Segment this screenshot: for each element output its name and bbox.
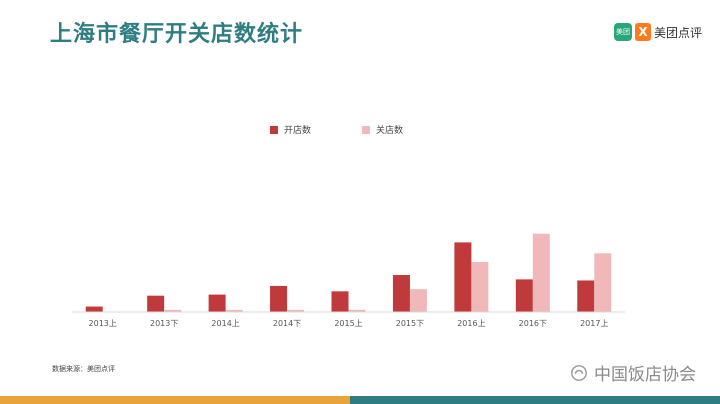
brand-name: 美团点评 (653, 25, 702, 40)
bar-open-1 (147, 295, 165, 312)
bar-close-2 (225, 309, 243, 312)
bar-open-4 (331, 291, 349, 312)
bar-close-1 (164, 309, 182, 312)
bar-open-0 (85, 306, 103, 312)
x-tick-label: 2015上 (334, 319, 362, 328)
bars-group (85, 233, 612, 313)
bar-open-7 (515, 279, 533, 312)
legend-swatch-0 (270, 126, 278, 134)
legend-label-0: 开店数 (284, 124, 311, 136)
bar-open-3 (270, 285, 288, 312)
source-note: 数据来源：美团点评 (52, 365, 115, 373)
bar-close-5 (409, 289, 427, 312)
dianping-logo-icon: X (634, 23, 651, 41)
bar-open-6 (454, 242, 472, 312)
legend-label-1: 关店数 (376, 124, 403, 136)
x-tick-label: 2013下 (150, 319, 178, 328)
bar-close-4 (348, 309, 366, 312)
x-tick-label: 2014下 (273, 319, 301, 328)
x-tick-label: 2017上 (580, 319, 608, 328)
watermark-text: 中国饭店协会 (594, 365, 696, 385)
bottom-accent-bar (0, 396, 720, 404)
bar-close-6 (471, 261, 489, 312)
bar-close-3 (287, 309, 305, 312)
bottom-bar-left (0, 396, 350, 404)
meituan-logo-icon: 美团 (613, 23, 632, 41)
x-tick-label: 2016下 (519, 319, 547, 328)
bar-open-2 (208, 294, 226, 312)
x-tick-label: 2014上 (211, 319, 239, 328)
bar-close-8 (594, 253, 612, 312)
legend-swatch-1 (362, 126, 370, 134)
bar-close-7 (532, 233, 550, 312)
watermark: 中国饭店协会 (570, 360, 696, 385)
chart-title: 上海市餐厅开关店数统计 (50, 22, 304, 47)
x-tick-label: 2016上 (457, 319, 485, 328)
bar-open-5 (392, 275, 410, 312)
x-tick-label: 2015下 (396, 319, 424, 328)
wechat-icon (571, 364, 587, 381)
legend: 开店数 关店数 (270, 124, 403, 136)
bottom-bar-right (350, 396, 720, 404)
x-tick-label: 2013上 (89, 319, 117, 328)
x-tick-labels: 2013上 2013下 2014上 2014下 2015上 2015下 2016上 2016下… (89, 319, 609, 328)
bar-open-8 (577, 280, 595, 312)
brand-logo: 美团 X 美团点评 (613, 20, 702, 44)
